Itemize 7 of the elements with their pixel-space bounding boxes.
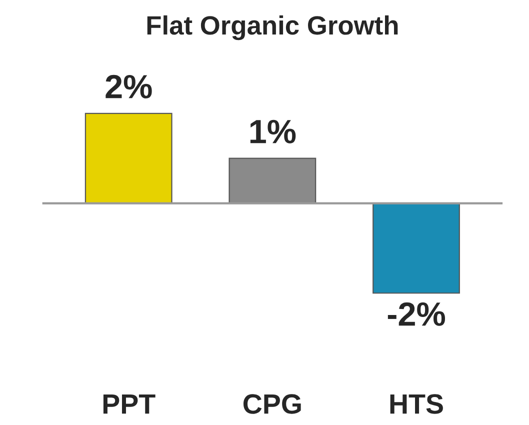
- x-tick-label: CPG: [243, 394, 301, 414]
- x-tick-label: PPT: [103, 394, 156, 414]
- data-label: -2%: [388, 302, 446, 326]
- chart-title: Flat Organic Growth: [147, 15, 398, 40]
- x-tick-label: HTS: [390, 394, 443, 414]
- data-label: 2%: [106, 74, 152, 98]
- data-label: 1%: [250, 120, 296, 144]
